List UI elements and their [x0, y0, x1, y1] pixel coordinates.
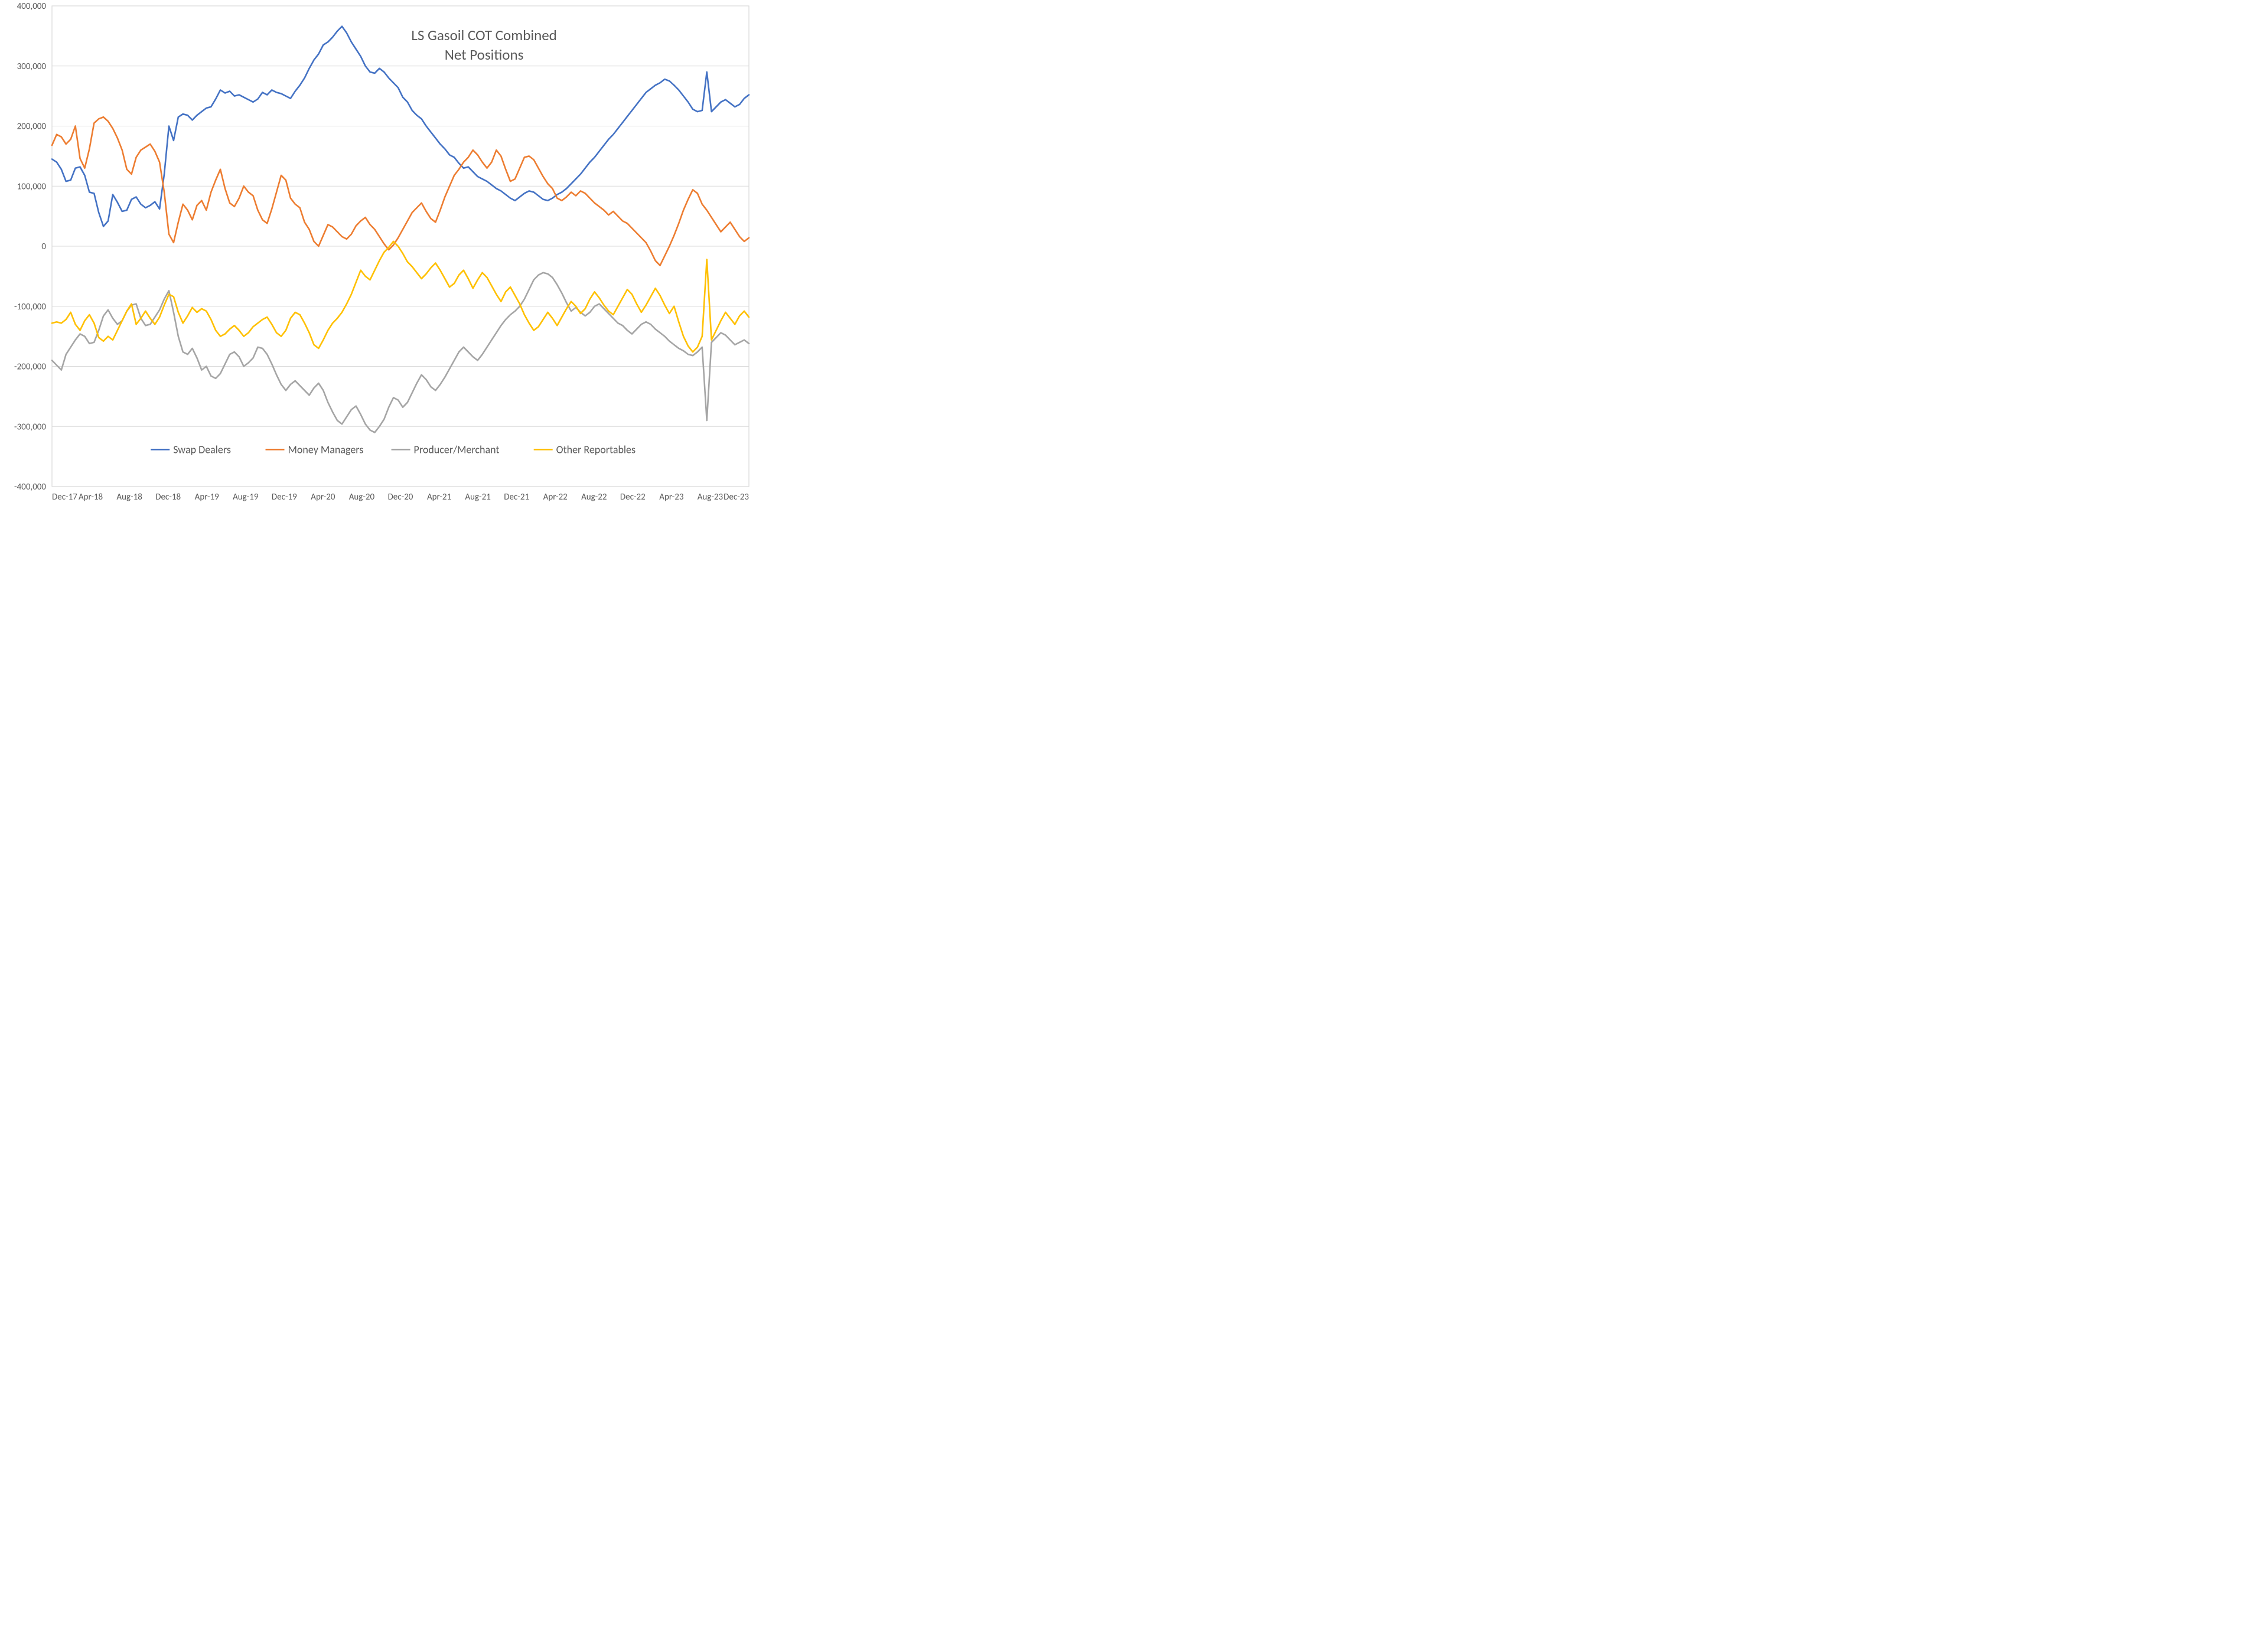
legend-label: Other Reportables	[556, 443, 636, 456]
x-tick-label: Aug-22	[581, 492, 607, 502]
x-tick-label: Aug-21	[465, 492, 490, 502]
x-tick-label: Apr-18	[79, 492, 103, 502]
y-tick-label: -100,000	[14, 302, 46, 312]
x-tick-label: Apr-22	[543, 492, 568, 502]
legend-label: Money Managers	[288, 443, 364, 456]
chart-container: -400,000 -300,000 -200,000 -100,000 0 100,000…	[0, 0, 756, 549]
x-tick-label: Apr-19	[195, 492, 220, 502]
chart-title-line: Net Positions	[445, 45, 524, 64]
line-chart: -400,000 -300,000 -200,000 -100,000 0 100,000…	[0, 0, 756, 549]
x-tick-label: Dec-21	[504, 492, 529, 502]
y-tick-label: 200,000	[17, 122, 47, 132]
x-tick-label: Apr-23	[659, 492, 684, 502]
x-tick-label: Aug-19	[233, 492, 259, 502]
y-tick-label: 300,000	[17, 61, 47, 72]
y-tick-label: 400,000	[17, 1, 47, 12]
legend-label: Swap Dealers	[173, 443, 231, 456]
y-tick-label: 100,000	[17, 181, 47, 192]
x-tick-label: Dec-19	[272, 492, 297, 502]
x-tick-label: Dec-17	[52, 492, 77, 502]
y-tick-label: -400,000	[14, 482, 46, 492]
x-tick-label: Aug-18	[116, 492, 142, 502]
x-tick-label: Apr-20	[311, 492, 335, 502]
x-tick-label: Aug-20	[349, 492, 375, 502]
x-tick-label: Dec-20	[388, 492, 413, 502]
x-tick-label: Dec-22	[620, 492, 646, 502]
y-tick-label: 0	[41, 241, 46, 252]
x-tick-label: Dec-23	[724, 492, 749, 502]
x-tick-label: Dec-18	[155, 492, 181, 502]
legend-label: Producer/Merchant	[414, 443, 500, 456]
x-tick-label: Aug-23	[698, 492, 724, 502]
x-tick-label: Apr-21	[427, 492, 451, 502]
y-tick-label: -200,000	[14, 362, 46, 373]
chart-title-line: LS Gasoil COT Combined	[411, 26, 556, 44]
y-tick-label: -300,000	[14, 422, 46, 432]
